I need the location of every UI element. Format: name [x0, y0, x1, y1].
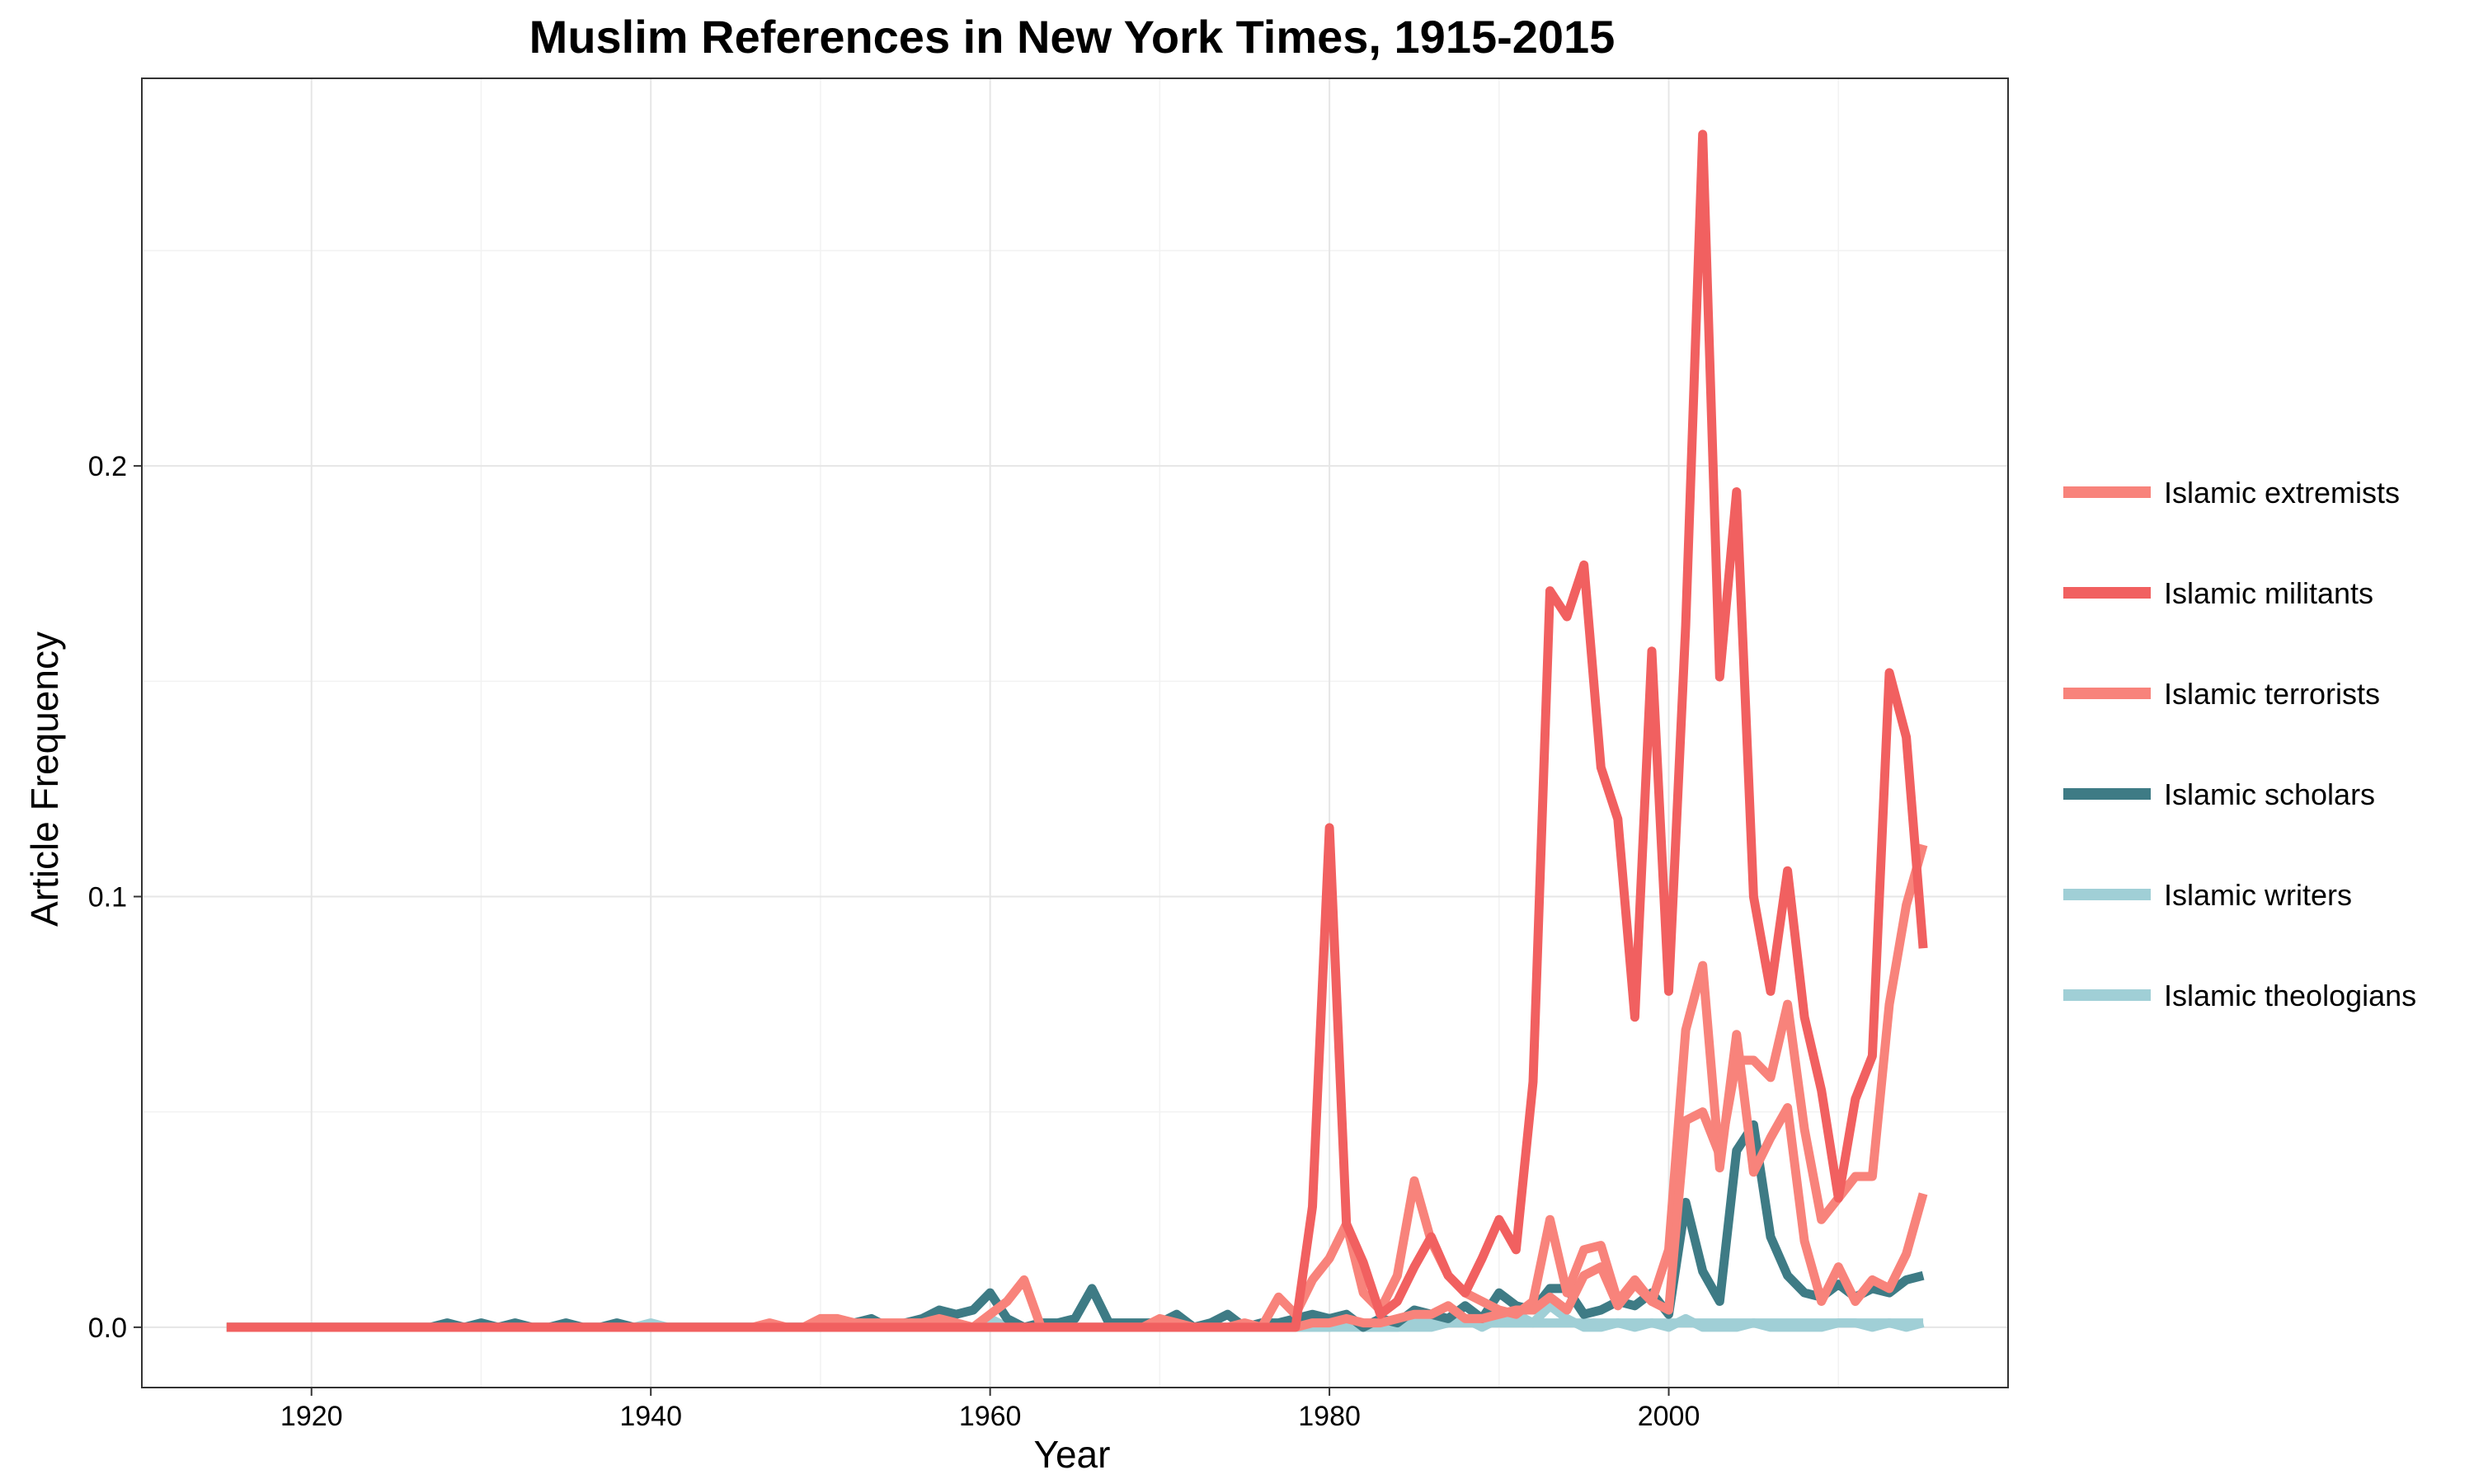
y-tick-label: 0.1 [88, 882, 127, 913]
y-axis-title: Article Frequency [23, 632, 66, 927]
grid [141, 78, 2008, 1388]
x-tick-label: 1920 [280, 1401, 343, 1432]
y-axis-ticks: 0.0 0.1 0.2 [88, 451, 142, 1344]
x-tick-label: 2000 [1638, 1401, 1700, 1432]
y-tick-label: 0.2 [88, 451, 127, 482]
series-line-islamic-militants [226, 129, 1928, 1332]
x-axis-ticks: 1920 1940 1960 1980 2000 [280, 1388, 1700, 1432]
y-tick-label: 0.0 [88, 1313, 127, 1344]
chart-title: Muslim References in New York Times, 191… [529, 11, 1616, 63]
legend-label-islamic-terrorists: Islamic terrorists [2164, 677, 2380, 711]
x-tick-label: 1940 [619, 1401, 682, 1432]
x-tick-label: 1980 [1298, 1401, 1361, 1432]
series-lines [226, 129, 1928, 1332]
x-axis-title: Year [1034, 1433, 1111, 1476]
legend: Islamic extremists Islamic militants Islam… [2063, 476, 2416, 1012]
legend-label-islamic-extremists: Islamic extremists [2164, 476, 2400, 510]
legend-label-islamic-scholars: Islamic scholars [2164, 777, 2375, 811]
legend-label-islamic-theologians: Islamic theologians [2164, 979, 2416, 1012]
legend-label-islamic-militants: Islamic militants [2164, 576, 2373, 610]
x-tick-label: 1960 [959, 1401, 1022, 1432]
plot-border [141, 77, 2009, 1388]
legend-label-islamic-writers: Islamic writers [2164, 878, 2352, 912]
